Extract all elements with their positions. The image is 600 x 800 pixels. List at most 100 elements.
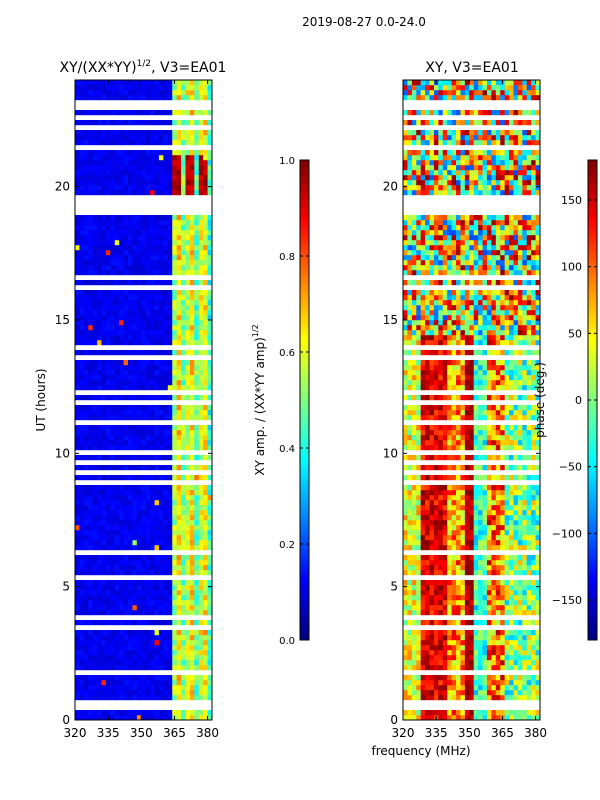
heatmap-cell bbox=[429, 715, 435, 721]
heatmap-cell bbox=[158, 465, 164, 471]
heatmap-cell bbox=[486, 535, 492, 541]
heatmap-cell bbox=[473, 445, 479, 451]
heatmap-cell bbox=[403, 440, 408, 446]
heatmap-cell bbox=[513, 505, 519, 511]
heatmap-cell bbox=[163, 295, 169, 301]
heatmap-cell bbox=[114, 455, 120, 461]
heatmap-cell bbox=[495, 565, 501, 571]
heatmap-cell bbox=[447, 430, 453, 436]
heatmap-cell bbox=[92, 305, 98, 311]
heatmap-cell bbox=[128, 650, 133, 656]
heatmap-cell bbox=[97, 635, 102, 641]
heatmap-cell bbox=[92, 335, 98, 341]
heatmap-cell bbox=[469, 565, 475, 571]
heatmap-cell bbox=[429, 365, 435, 371]
heatmap-cell bbox=[88, 585, 94, 591]
heatmap-cell bbox=[145, 630, 151, 636]
heatmap-cell bbox=[114, 365, 120, 371]
heatmap-cell bbox=[158, 610, 164, 616]
heatmap-cell bbox=[185, 490, 191, 496]
heatmap-cell bbox=[141, 190, 147, 196]
heatmap-cell bbox=[416, 580, 422, 586]
heatmap-cell bbox=[469, 590, 475, 596]
heatmap-cell bbox=[495, 655, 501, 661]
heatmap-cell bbox=[189, 325, 195, 331]
heatmap-cell bbox=[429, 360, 435, 366]
heatmap-cell bbox=[491, 445, 497, 451]
heatmap-cell bbox=[460, 535, 466, 541]
heatmap-cell bbox=[145, 580, 151, 586]
heatmap-cell bbox=[531, 505, 536, 511]
heatmap-cell bbox=[194, 320, 200, 326]
heatmap-cell bbox=[194, 310, 200, 316]
heatmap-cell bbox=[75, 665, 80, 671]
heatmap-cell bbox=[407, 655, 413, 661]
heatmap-cell bbox=[189, 305, 195, 311]
heatmap-cell bbox=[420, 690, 426, 696]
heatmap-cell bbox=[150, 385, 155, 391]
heatmap-cell bbox=[464, 430, 470, 436]
heatmap-cell bbox=[442, 540, 448, 546]
heatmap-cell bbox=[145, 585, 151, 591]
heatmap-cell bbox=[105, 445, 111, 451]
heatmap-cell bbox=[176, 155, 182, 161]
heatmap-cell bbox=[101, 370, 107, 376]
heatmap-cell bbox=[425, 520, 430, 526]
heatmap-cell bbox=[141, 630, 147, 636]
heatmap-cell bbox=[526, 510, 532, 516]
heatmap-cell bbox=[154, 665, 160, 671]
heatmap-cell bbox=[478, 640, 483, 646]
heatmap-cell bbox=[438, 630, 444, 636]
heatmap-cell bbox=[203, 170, 208, 176]
heatmap-cell bbox=[185, 415, 191, 421]
heatmap-cell bbox=[176, 265, 182, 271]
heatmap-cell bbox=[141, 675, 147, 681]
heatmap-cell bbox=[181, 365, 186, 371]
heatmap-cell bbox=[185, 220, 191, 226]
heatmap-cell bbox=[451, 405, 457, 411]
heatmap-cell bbox=[198, 580, 204, 586]
heatmap-cell bbox=[154, 690, 160, 696]
heatmap-cell bbox=[456, 445, 461, 451]
heatmap-cell bbox=[75, 265, 80, 271]
heatmap-cell bbox=[447, 495, 453, 501]
heatmap-cell bbox=[535, 385, 541, 391]
heatmap-cell bbox=[194, 325, 200, 331]
heatmap-cell bbox=[429, 675, 435, 681]
heatmap-cell bbox=[447, 510, 453, 516]
heatmap-cell bbox=[491, 375, 497, 381]
heatmap-cell bbox=[154, 530, 160, 536]
heatmap-cell bbox=[500, 365, 506, 371]
heatmap-cell bbox=[83, 410, 89, 416]
heatmap-cell bbox=[97, 175, 102, 181]
heatmap-cell bbox=[185, 610, 191, 616]
heatmap-cell bbox=[460, 510, 466, 516]
heatmap-cell bbox=[207, 505, 213, 511]
heatmap-cell bbox=[456, 535, 461, 541]
heatmap-cell bbox=[433, 380, 439, 386]
heatmap-cell bbox=[119, 160, 125, 166]
heatmap-cell bbox=[447, 425, 453, 431]
heatmap-cell bbox=[150, 430, 155, 436]
heatmap-cell bbox=[145, 525, 151, 531]
heatmap-cell bbox=[119, 230, 125, 236]
heatmap-cell bbox=[407, 410, 413, 416]
heatmap-cell bbox=[119, 695, 125, 701]
heatmap-cell bbox=[420, 370, 426, 376]
heatmap-cell bbox=[154, 445, 160, 451]
heatmap-cell bbox=[425, 605, 430, 611]
heatmap-cell bbox=[460, 520, 466, 526]
heatmap-cell bbox=[110, 350, 116, 356]
heatmap-cell bbox=[101, 150, 107, 156]
heatmap-cell bbox=[83, 475, 89, 481]
heatmap-cell bbox=[172, 490, 178, 496]
heatmap-cell bbox=[456, 595, 461, 601]
heatmap-cell bbox=[132, 255, 138, 261]
heatmap-cell bbox=[119, 155, 125, 161]
heatmap-cell bbox=[167, 410, 173, 416]
heatmap-cell bbox=[154, 230, 160, 236]
heatmap-cell bbox=[185, 520, 191, 526]
heatmap-cell bbox=[123, 455, 129, 461]
heatmap-cell bbox=[110, 110, 116, 116]
heatmap-cell bbox=[469, 495, 475, 501]
